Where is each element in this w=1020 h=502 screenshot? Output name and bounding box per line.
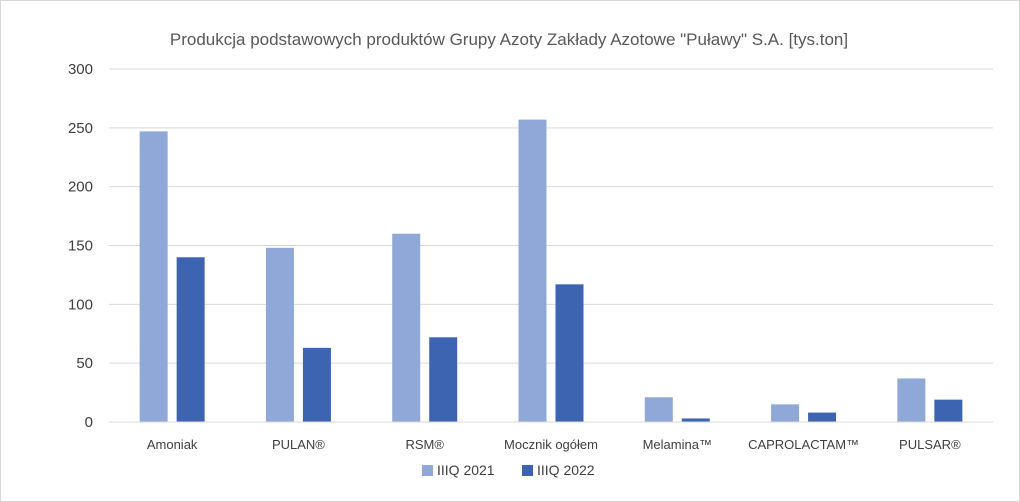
bar-iiiq-2022: [302, 347, 331, 422]
x-category-label: PULSAR®: [899, 437, 961, 452]
bar-iiiq-2021: [897, 378, 926, 422]
legend: IIIQ 2021 IIIQ 2022: [422, 462, 595, 478]
x-category-label: CAPROLACTAM™: [748, 437, 859, 452]
bar-iiiq-2021: [644, 397, 673, 422]
x-category-label: PULAN®: [272, 437, 325, 452]
y-tick-label: 300: [68, 61, 93, 78]
bar-iiiq-2021: [139, 131, 168, 422]
y-axis-ticks: 0 50 100 150 200 250 300: [68, 61, 93, 431]
bar-iiiq-2022: [934, 399, 963, 422]
bars: [139, 119, 963, 422]
gridlines: [109, 68, 993, 364]
bar-iiiq-2021: [518, 119, 547, 422]
bar-iiiq-2021: [265, 247, 294, 422]
y-tick-label: 50: [76, 355, 93, 372]
x-axis-categories: Amoniak PULAN® RSM® Mocznik ogółem Melamina™…: [147, 437, 961, 452]
y-tick-label: 100: [68, 296, 93, 313]
y-tick-label: 0: [85, 414, 93, 431]
y-tick-label: 150: [68, 238, 93, 255]
bar-iiiq-2021: [771, 404, 800, 422]
legend-label: IIIQ 2021: [437, 462, 495, 478]
bar-iiiq-2022: [429, 337, 458, 422]
legend-label: IIIQ 2022: [537, 462, 595, 478]
x-category-label: Amoniak: [147, 437, 198, 452]
bar-iiiq-2022: [176, 257, 205, 422]
bar-iiiq-2022: [555, 284, 584, 422]
chart-title: Produkcja podstawowych produktów Grupy A…: [170, 30, 848, 49]
bar-iiiq-2021: [392, 233, 421, 422]
bar-iiiq-2022: [681, 418, 710, 422]
x-category-label: Melamina™: [643, 437, 712, 452]
legend-swatch: [422, 465, 433, 476]
y-tick-label: 200: [68, 179, 93, 196]
bar-iiiq-2022: [808, 412, 837, 422]
x-category-label: RSM®: [405, 437, 444, 452]
legend-swatch: [522, 465, 533, 476]
y-tick-label: 250: [68, 120, 93, 137]
x-category-label: Mocznik ogółem: [504, 437, 598, 452]
